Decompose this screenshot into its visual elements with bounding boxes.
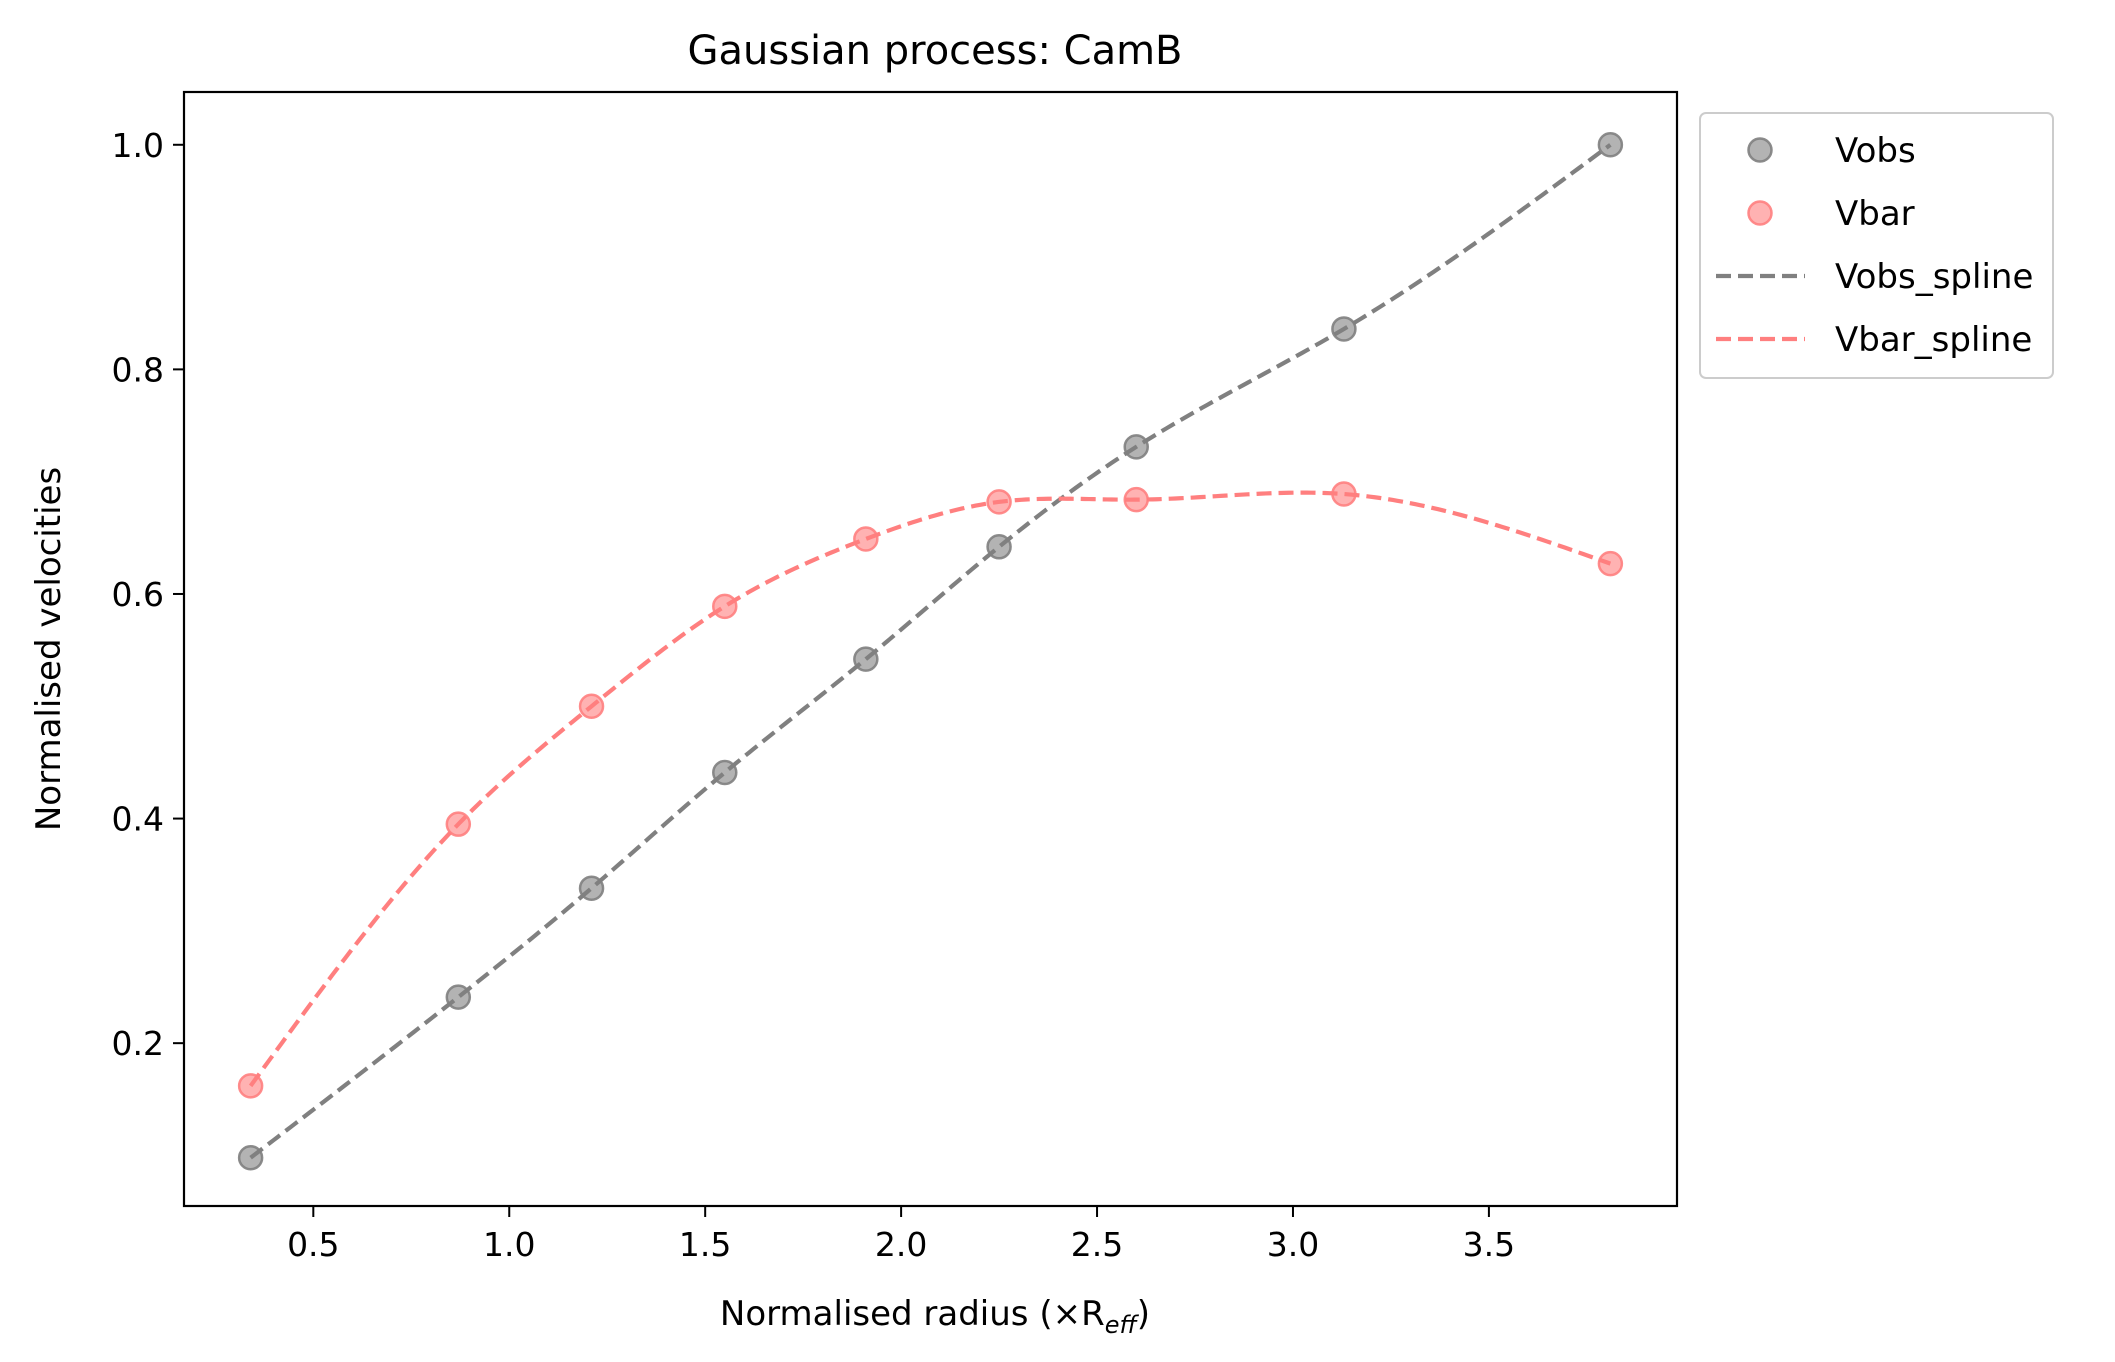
- vbar-point: [712, 593, 738, 620]
- y-tick-label: 1.0: [112, 126, 164, 165]
- y-tick-label: 0.8: [112, 350, 164, 389]
- legend-label-vobs: Vobs: [1835, 131, 1916, 171]
- legend: Vobs Vbar Vobs_spline Vbar_spline: [1699, 112, 2054, 379]
- vobs-point: [1597, 132, 1624, 158]
- vbar-point: [578, 693, 605, 720]
- legend-box: [1699, 112, 2054, 379]
- x-tick-label: 1.0: [483, 1225, 535, 1264]
- x-axis: 0.5 1.0 1.5 2.0 2.5 3.0 3.5: [287, 1206, 1515, 1264]
- y-tick-label: 0.2: [112, 1024, 164, 1063]
- vobs-point: [986, 534, 1012, 560]
- vbar-point: [1597, 550, 1624, 577]
- x-axis-label: Normalised radius (×Reff): [720, 1294, 1150, 1339]
- legend-label-vbar: Vbar: [1835, 194, 1915, 234]
- x-tick-label: 1.5: [679, 1225, 731, 1264]
- chart-title: Gaussian process: CamB: [688, 28, 1183, 74]
- plot-area: [237, 132, 1624, 1171]
- x-tick-label: 3.5: [1463, 1225, 1515, 1264]
- vobs-point: [1331, 316, 1357, 342]
- y-axis: 0.2 0.4 0.6 0.8 1.0: [112, 126, 184, 1063]
- x-axis-label-close: ): [1137, 1294, 1150, 1334]
- vobs-spline-line: [249, 143, 1612, 1160]
- legend-marker-vbar: [1747, 200, 1773, 226]
- axes-frame: [182, 90, 1679, 1208]
- y-tick-label: 0.4: [112, 800, 164, 839]
- x-tick-label: 2.0: [875, 1225, 927, 1264]
- vobs-point: [237, 1144, 264, 1171]
- legend-marker-vobs: [1747, 137, 1773, 163]
- vbar-point: [445, 811, 472, 837]
- vobs-point: [445, 984, 472, 1010]
- vbar-point: [1331, 481, 1357, 507]
- vobs-point: [712, 759, 738, 786]
- x-tick-label: 0.5: [287, 1225, 339, 1264]
- vbar-point: [1123, 486, 1149, 513]
- vbar-point: [986, 489, 1012, 515]
- vobs-point: [578, 875, 605, 901]
- vbar-point: [237, 1073, 264, 1099]
- x-tick-label: 3.0: [1267, 1225, 1319, 1264]
- vbar-point: [853, 526, 879, 552]
- x-tick-label: 2.5: [1071, 1225, 1123, 1264]
- legend-label-vbar-spline: Vbar_spline: [1835, 320, 2032, 360]
- vobs-point: [1123, 434, 1149, 460]
- y-axis-label: Normalised velocities: [29, 467, 69, 831]
- y-tick-label: 0.6: [112, 575, 164, 614]
- vbar-spline-line: [248, 490, 1612, 1088]
- x-axis-label-main: Normalised radius (×R: [720, 1294, 1105, 1334]
- vobs-point: [853, 646, 879, 672]
- x-axis-label-subscript: eff: [1105, 1311, 1140, 1339]
- legend-label-vobs-spline: Vobs_spline: [1835, 257, 2033, 297]
